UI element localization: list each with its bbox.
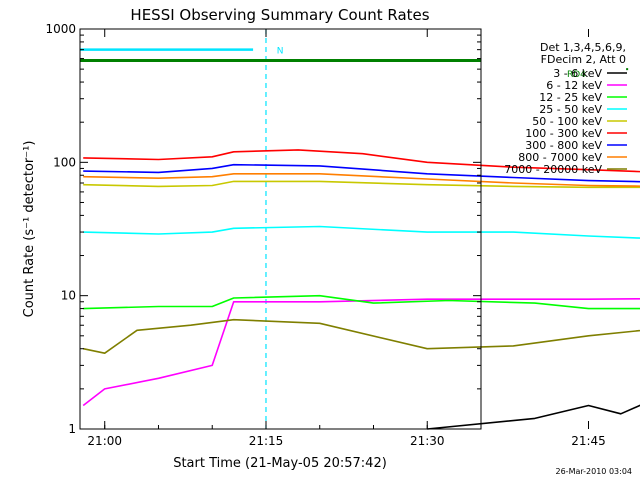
legend-entry: 800 - 7000 keV bbox=[518, 151, 602, 164]
series-line bbox=[83, 173, 640, 187]
y-tick-label: 10 bbox=[61, 289, 76, 303]
legend-entry: 300 - 800 keV bbox=[525, 139, 602, 152]
x-tick-label: 21:00 bbox=[87, 434, 122, 448]
y-axis-label: Count Rate (s⁻¹ detector⁻¹) bbox=[22, 141, 37, 318]
y-tick-label: 1 bbox=[68, 422, 76, 436]
series-line bbox=[83, 180, 640, 189]
series-line bbox=[83, 318, 640, 354]
x-tick-label: 21:30 bbox=[410, 434, 445, 448]
chart-title: HESSI Observing Summary Count Rates bbox=[130, 6, 429, 24]
legend-entry: 3 - 6 keV bbox=[553, 67, 602, 80]
flag-label: N bbox=[277, 47, 284, 57]
series-line bbox=[83, 163, 640, 183]
legend-entry: 7000 - 20000 keV bbox=[504, 163, 602, 176]
legend-entry: 50 - 100 keV bbox=[532, 115, 602, 128]
legend-entry: 25 - 50 keV bbox=[539, 103, 602, 116]
series-line bbox=[83, 225, 640, 239]
y-tick-label: 100 bbox=[53, 155, 76, 169]
timestamp: 26-Mar-2010 03:04 bbox=[556, 467, 633, 476]
legend-entry: 12 - 25 keV bbox=[539, 91, 602, 104]
series-line bbox=[83, 294, 640, 310]
legend-entry: 100 - 300 keV bbox=[525, 127, 602, 140]
series-line bbox=[82, 297, 640, 407]
legend-entry: 6 - 12 keV bbox=[546, 79, 602, 92]
x-axis-label: Start Time (21-May-05 20:57:42) bbox=[173, 456, 387, 471]
legend-header: Det 1,3,4,5,6,9, bbox=[540, 41, 626, 54]
y-tick-label: 1000 bbox=[45, 22, 76, 36]
series-line bbox=[83, 149, 640, 173]
x-tick-label: 21:45 bbox=[571, 434, 606, 448]
x-tick-label: 21:15 bbox=[249, 434, 284, 448]
legend-header: FDecim 2, Att 0 bbox=[541, 53, 626, 66]
series-line bbox=[427, 404, 640, 430]
flag-dot bbox=[626, 68, 629, 71]
flag-label: RD4 bbox=[567, 70, 586, 80]
plot-frame bbox=[79, 28, 482, 430]
